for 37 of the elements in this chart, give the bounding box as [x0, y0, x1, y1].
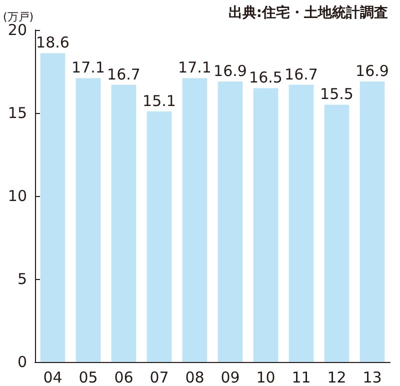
bar [218, 81, 243, 362]
bar [253, 88, 278, 362]
x-tick-label: 04 [43, 368, 62, 386]
x-tick-label: 09 [220, 368, 240, 386]
bar [76, 78, 101, 362]
y-tick-label: 20 [8, 21, 27, 39]
bar [40, 53, 66, 362]
bar [111, 84, 136, 362]
x-tick-label: 06 [114, 368, 134, 386]
bar [288, 84, 314, 362]
x-tick-label: 13 [362, 368, 382, 386]
x-tick-label: 05 [78, 368, 98, 386]
y-tick-label: 10 [8, 187, 27, 205]
y-tick-label: 15 [8, 104, 27, 122]
data-label: 16.5 [249, 68, 282, 87]
data-label: 15.5 [320, 85, 354, 104]
bar [360, 81, 385, 362]
x-tick-label: 07 [150, 368, 169, 386]
bar [146, 111, 172, 362]
data-label: 16.9 [356, 62, 389, 80]
data-label: 16.7 [284, 65, 318, 84]
data-label: 16.7 [107, 65, 140, 84]
data-label: 16.9 [214, 62, 247, 80]
x-tick-label: 10 [256, 368, 276, 386]
data-label: 17.1 [72, 58, 105, 77]
y-tick-label: 0 [17, 353, 27, 371]
data-label: 15.1 [142, 92, 176, 110]
y-tick-label: 5 [17, 270, 27, 288]
source-note: 出典:住宅・土地統計調査 [228, 4, 388, 21]
x-tick-label: 08 [185, 368, 204, 386]
bar [324, 104, 350, 362]
x-tick-label: 11 [292, 368, 311, 386]
data-label: 18.6 [36, 34, 70, 52]
x-tick-label: 12 [327, 368, 346, 386]
data-label: 17.1 [178, 58, 212, 77]
y-axis-title: (万戸) [3, 10, 34, 24]
bar [182, 78, 208, 362]
